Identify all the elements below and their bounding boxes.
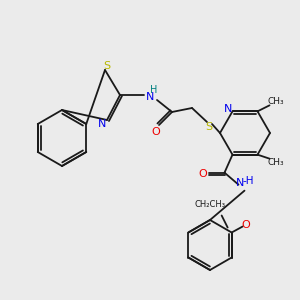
Text: O: O — [152, 127, 160, 137]
Text: S: S — [103, 61, 111, 71]
Text: N: N — [98, 119, 106, 129]
Text: N: N — [236, 178, 245, 188]
Text: S: S — [206, 122, 213, 132]
Text: CH₂CH₃: CH₂CH₃ — [194, 200, 225, 209]
Text: CH₃: CH₃ — [267, 97, 284, 106]
Text: N: N — [146, 92, 154, 102]
Text: N: N — [224, 104, 233, 114]
Text: O: O — [198, 169, 207, 179]
Text: -H: -H — [243, 176, 254, 186]
Text: O: O — [241, 220, 250, 230]
Text: CH₃: CH₃ — [267, 158, 284, 167]
Text: H: H — [150, 85, 158, 95]
